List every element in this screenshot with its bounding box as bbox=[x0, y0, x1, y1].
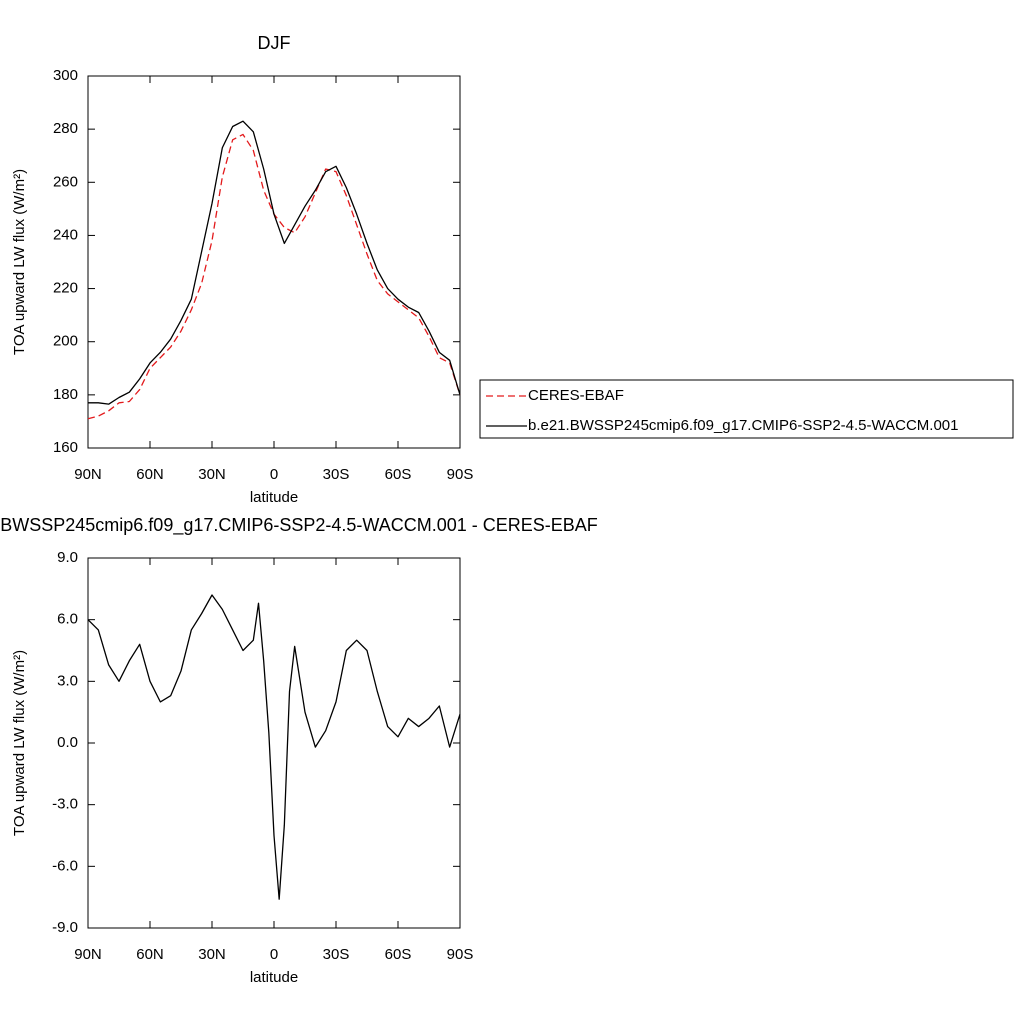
plot-frame bbox=[87, 75, 461, 449]
data-line bbox=[87, 133, 461, 420]
y-axis-label: TOA upward LW flux (W/m²) bbox=[11, 650, 28, 836]
plot-frame bbox=[87, 557, 461, 929]
x-tick-label: 90S bbox=[447, 466, 474, 483]
y-tick-label: -3.0 bbox=[52, 796, 78, 813]
y-tick-label: 280 bbox=[53, 120, 78, 137]
x-tick-label: 30N bbox=[198, 946, 226, 963]
data-line bbox=[87, 594, 461, 900]
y-tick-label: 300 bbox=[53, 67, 78, 84]
y-tick-label: 9.0 bbox=[57, 549, 78, 566]
x-tick-label: 60S bbox=[385, 946, 412, 963]
chart-title: b.e21.BWSSP245cmip6.f09_g17.CMIP6-SSP2-4… bbox=[0, 515, 598, 536]
x-tick-label: 60S bbox=[385, 466, 412, 483]
y-tick-label: 6.0 bbox=[57, 611, 78, 628]
x-tick-label: 0 bbox=[270, 466, 278, 483]
x-axis-label: latitude bbox=[250, 489, 298, 506]
x-tick-label: 90N bbox=[74, 466, 102, 483]
legend-label: CERES-EBAF bbox=[528, 387, 624, 404]
legend-label: b.e21.BWSSP245cmip6.f09_g17.CMIP6-SSP2-4… bbox=[528, 417, 958, 434]
chart-title: DJF bbox=[258, 33, 291, 53]
x-tick-label: 90S bbox=[447, 946, 474, 963]
y-tick-label: 0.0 bbox=[57, 734, 78, 751]
x-tick-label: 60N bbox=[136, 466, 164, 483]
y-tick-label: 160 bbox=[53, 439, 78, 456]
y-tick-label: 240 bbox=[53, 226, 78, 243]
y-axis-label: TOA upward LW flux (W/m²) bbox=[11, 169, 28, 355]
y-tick-label: 260 bbox=[53, 173, 78, 190]
y-tick-label: 200 bbox=[53, 333, 78, 350]
x-axis-label: latitude bbox=[250, 969, 298, 986]
x-tick-label: 30N bbox=[198, 466, 226, 483]
y-tick-label: -9.0 bbox=[52, 919, 78, 936]
y-tick-label: 180 bbox=[53, 386, 78, 403]
x-tick-label: 90N bbox=[74, 946, 102, 963]
x-tick-label: 30S bbox=[323, 946, 350, 963]
legend-box bbox=[479, 379, 1014, 439]
x-tick-label: 0 bbox=[270, 946, 278, 963]
x-tick-label: 30S bbox=[323, 466, 350, 483]
x-tick-label: 60N bbox=[136, 946, 164, 963]
y-tick-label: 3.0 bbox=[57, 672, 78, 689]
y-tick-label: -6.0 bbox=[52, 857, 78, 874]
y-tick-label: 220 bbox=[53, 280, 78, 297]
data-line bbox=[88, 120, 461, 405]
